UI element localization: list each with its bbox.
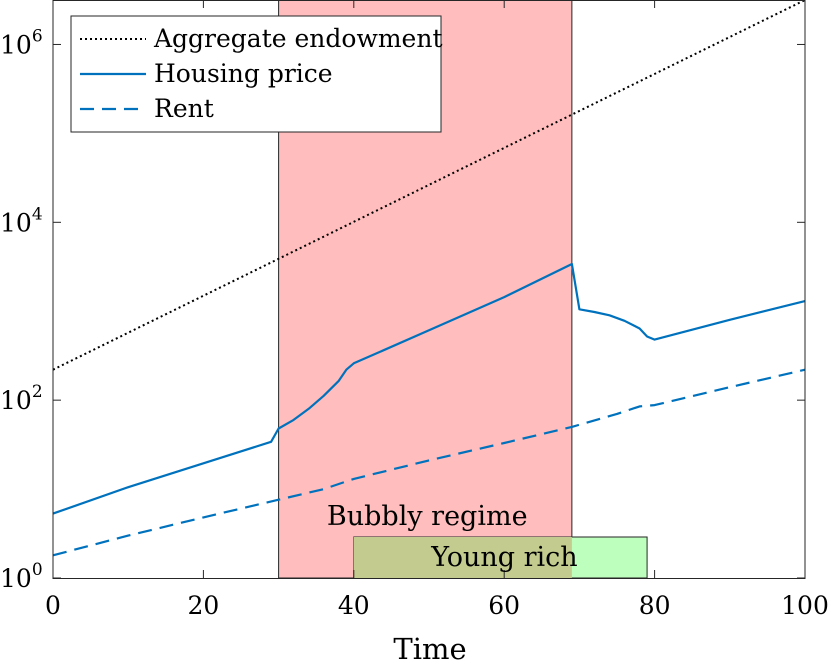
- y-tick-label: 102: [0, 382, 43, 415]
- series-line-2: [52, 368, 806, 557]
- x-tick-label: 20: [187, 591, 219, 620]
- x-axis-label: Time: [393, 632, 466, 664]
- region-label-young-rich: Young rich: [430, 542, 577, 573]
- y-tick-label: 104: [0, 204, 43, 237]
- legend-label-2: Rent: [154, 94, 214, 123]
- ticks-layer: 0 20 40 60 80 100 100 102 104 106: [0, 0, 829, 620]
- plot-frame: [52, 0, 806, 579]
- x-tick-label: 80: [639, 591, 671, 620]
- region-labels-layer: Bubbly regime Young rich: [327, 501, 578, 573]
- x-tick-label: 0: [45, 591, 61, 620]
- x-tick-label: 40: [338, 591, 370, 620]
- region-overlap: [353, 537, 572, 578]
- region-label-bubbly-regime: Bubbly regime: [327, 501, 528, 532]
- legend-label-1: Housing price: [154, 59, 333, 88]
- x-tick-label: 60: [488, 591, 520, 620]
- series-line-1: [52, 262, 806, 515]
- y-tick-label: 106: [0, 26, 43, 59]
- series-layer: [52, 0, 806, 557]
- x-tick-label: 100: [781, 591, 829, 620]
- y-tick-label: 100: [0, 560, 43, 593]
- legend: Aggregate endowment Housing price Rent: [70, 15, 443, 133]
- legend-label-0: Aggregate endowment: [153, 24, 443, 53]
